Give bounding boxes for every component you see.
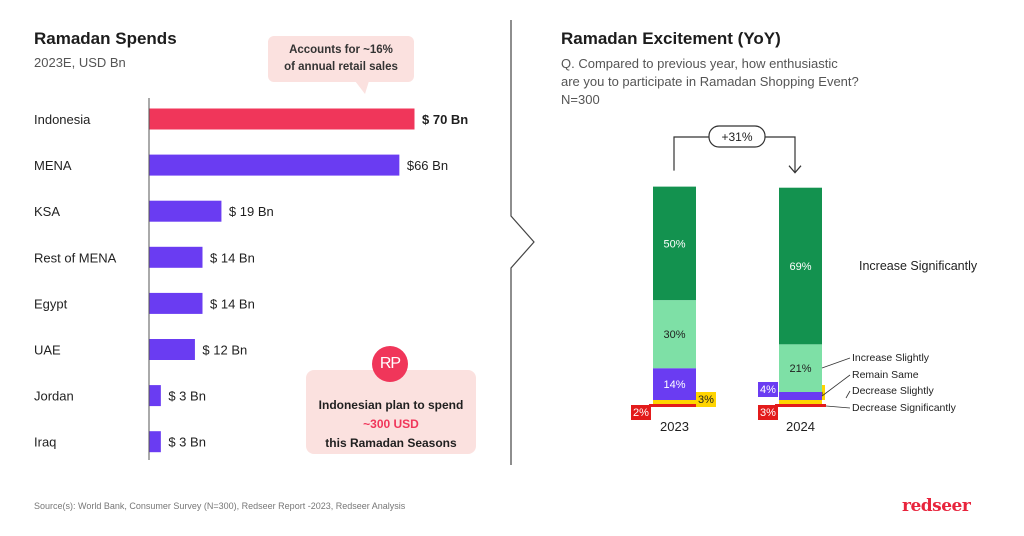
ramadan-spends-bar-chart: Indonesia $ 70 Bn MENA $66 Bn KSA $ 19 Bn Rest… bbox=[34, 98, 468, 460]
bar-jordan bbox=[149, 385, 161, 407]
tag-bg-decrease-slightly bbox=[696, 392, 716, 407]
category-label: Rest of MENA bbox=[34, 250, 117, 265]
category-label: Egypt bbox=[34, 296, 68, 311]
segment-remain-same bbox=[653, 368, 696, 400]
right-chart-title: Ramadan Excitement (YoY) bbox=[561, 29, 781, 48]
legend-label: Increase Significantly bbox=[859, 259, 978, 273]
growth-pill bbox=[708, 125, 766, 148]
left-chart-subtitle: 2023E, USD Bn bbox=[34, 55, 126, 70]
value-label: $ 12 Bn bbox=[202, 343, 247, 358]
category-label: MENA bbox=[34, 158, 72, 173]
segment-label: 50% bbox=[663, 238, 685, 250]
legend-leader-line bbox=[845, 390, 851, 399]
note-line-2: ~300 USD bbox=[363, 417, 419, 431]
legend-leader-line bbox=[821, 357, 851, 369]
category-label: Iraq bbox=[34, 435, 56, 450]
segment-increase-significantly bbox=[653, 186, 696, 301]
growth-arrowhead bbox=[788, 165, 802, 174]
legend-label: Decrease Slightly bbox=[852, 385, 934, 397]
note-line-3: this Ramadan Seasons bbox=[325, 436, 457, 450]
bar-indonesia bbox=[149, 108, 415, 130]
retail-share-callout: Accounts for ~16% of annual retail sales bbox=[268, 36, 414, 82]
value-label: $ 19 Bn bbox=[229, 204, 274, 219]
category-label: KSA bbox=[34, 204, 60, 219]
category-label: Indonesia bbox=[34, 112, 91, 127]
segment-label: 21% bbox=[789, 363, 811, 375]
segment-decrease-slightly bbox=[653, 400, 696, 404]
growth-label: +31% bbox=[721, 130, 752, 144]
value-label: $ 14 Bn bbox=[210, 250, 255, 265]
segment-remain-same bbox=[779, 392, 822, 400]
callout-pointer bbox=[355, 81, 369, 94]
segment-increase-slightly bbox=[653, 300, 696, 369]
segment-increase-significantly bbox=[779, 187, 822, 345]
bar-rest-of-mena bbox=[149, 246, 203, 268]
callout-line-1: Accounts for ~16% bbox=[289, 44, 393, 56]
legend-label: Decrease Significantly bbox=[852, 402, 957, 414]
tag-bg-decrease-significantly bbox=[631, 405, 651, 420]
note-line-1: Indonesian plan to spend bbox=[318, 398, 464, 412]
bar-ksa bbox=[149, 200, 222, 222]
question-line-1: Q. Compared to previous year, how enthus… bbox=[561, 56, 838, 71]
bar-iraq bbox=[149, 431, 161, 453]
legend-leader-line bbox=[825, 405, 851, 409]
value-label: $ 3 Bn bbox=[168, 435, 206, 450]
legend-leader-line bbox=[821, 374, 851, 397]
rp-logo-icon: RP bbox=[372, 346, 408, 382]
bar-egypt bbox=[149, 292, 203, 314]
callout-line-2: of annual retail sales bbox=[284, 61, 398, 73]
value-label: $ 70 Bn bbox=[422, 112, 468, 127]
segment-increase-slightly bbox=[779, 344, 822, 392]
value-label: $ 14 Bn bbox=[210, 296, 255, 311]
year-label: 2024 bbox=[786, 419, 815, 434]
left-chart-title: Ramadan Spends bbox=[34, 29, 177, 48]
legend-label: Increase Slightly bbox=[852, 352, 930, 364]
panel-divider bbox=[510, 20, 535, 465]
value-label: $66 Bn bbox=[407, 158, 448, 173]
year-label: 2023 bbox=[660, 419, 689, 434]
legend-label: Remain Same bbox=[852, 369, 919, 381]
segment-label: 3% bbox=[760, 407, 776, 419]
bar-mena bbox=[149, 154, 400, 176]
value-label: $ 3 Bn bbox=[168, 389, 206, 404]
redseer-logo: redseer bbox=[902, 496, 971, 516]
question-line-2: are you to participate in Ramadan Shoppi… bbox=[561, 74, 859, 89]
survey-question: Q. Compared to previous year, how enthus… bbox=[561, 55, 859, 109]
category-label: Jordan bbox=[34, 389, 74, 404]
segment-label: 14% bbox=[663, 379, 685, 391]
segment-decrease-slightly bbox=[779, 400, 822, 404]
source-note: Source(s): World Bank, Consumer Survey (… bbox=[34, 501, 406, 511]
segment-label: 69% bbox=[789, 261, 811, 273]
segment-decrease-significantly bbox=[649, 404, 700, 407]
segment-label: 3% bbox=[698, 394, 714, 406]
segment-label: 2% bbox=[633, 407, 649, 419]
segment-decrease-significantly bbox=[775, 404, 826, 407]
category-label: UAE bbox=[34, 343, 61, 358]
ramadan-excitement-stacked-chart: 2%3%14%30%50%20233%3%4%21%69%2024+31%Inc… bbox=[631, 125, 978, 434]
bar-uae bbox=[149, 339, 195, 360]
tag-bg-decrease-significantly bbox=[758, 405, 778, 420]
sample-size: N=300 bbox=[561, 92, 600, 107]
indonesia-spend-note: Indonesian plan to spend ~300 USD this R… bbox=[306, 370, 476, 454]
segment-label: 30% bbox=[663, 329, 685, 341]
segment-label: 4% bbox=[760, 384, 776, 396]
tag-bg-remain-same bbox=[758, 382, 778, 397]
